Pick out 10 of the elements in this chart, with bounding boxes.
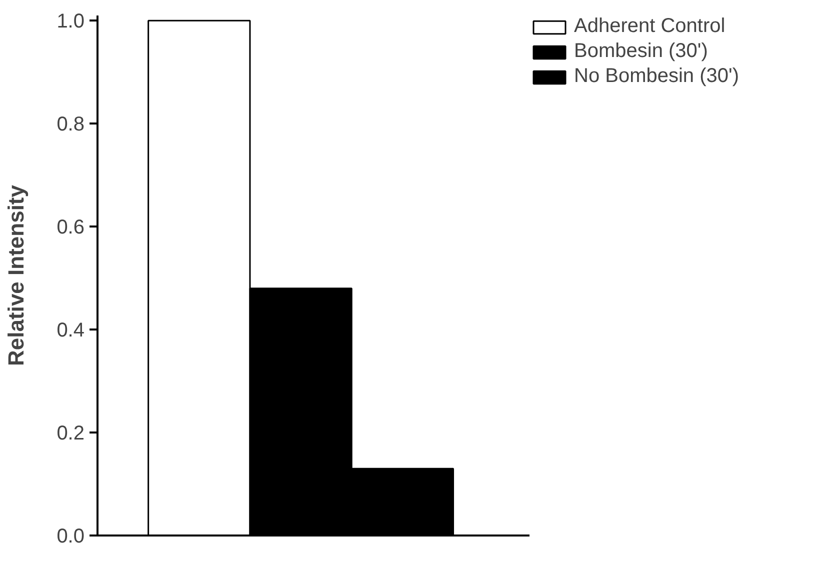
legend-label: Adherent Control [574, 15, 726, 38]
y-tick-label: 0.8 [56, 114, 85, 136]
y-tick-label: 0.4 [56, 320, 85, 342]
y-tick-label: 0.0 [56, 526, 85, 548]
y-axis-title: Relative Intensity [4, 184, 29, 366]
y-tick-label: 1.0 [56, 10, 85, 33]
legend-label: Bombesin (30') [574, 40, 708, 63]
legend-label: No Bombesin (30') [574, 65, 739, 88]
y-tick-label: 0.6 [56, 216, 85, 239]
y-tick-label: 0.2 [56, 422, 85, 445]
